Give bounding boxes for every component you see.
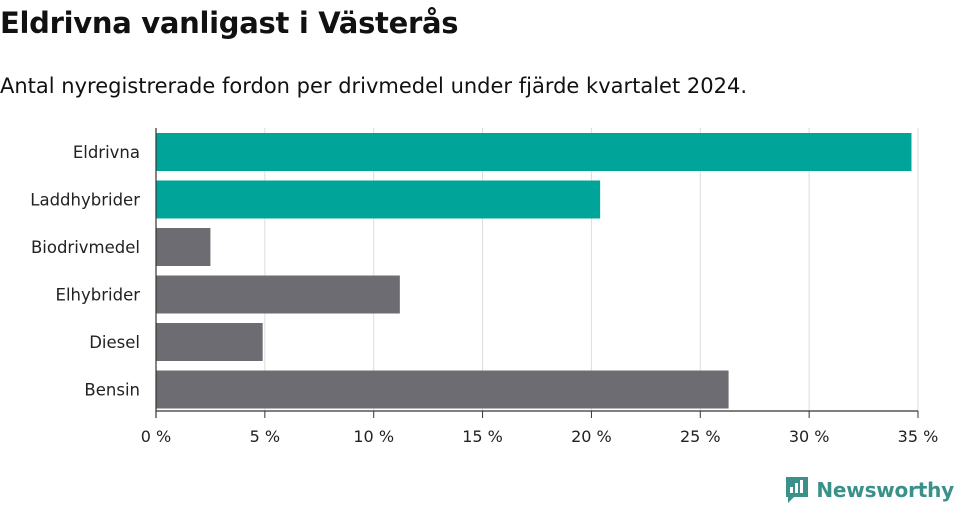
bar-diesel [156,323,263,361]
category-label: Biodrivmedel [31,238,140,257]
brand-logo: Newsworthy [784,475,954,505]
x-tick-label: 25 % [680,427,721,446]
x-axis: 0 % 5 % 10 % 15 % 20 % 25 % 30 % 35 % [141,128,939,446]
newsworthy-logo-icon [786,477,809,503]
gridlines [264,128,919,411]
category-label: Laddhybrider [30,191,140,210]
x-tick-label: 20 % [571,427,612,446]
category-label: Elhybrider [56,286,141,305]
bar-biodrivmedel [156,228,211,266]
bar-bensin [156,370,729,409]
category-label: Eldrivna [73,143,140,162]
category-label: Diesel [89,333,140,352]
bar-laddhybrider [156,180,601,219]
x-tick-label: 15 % [462,427,503,446]
brand-name: Newsworthy [816,478,954,502]
bars [156,133,912,409]
category-labels: Eldrivna Laddhybrider Biodrivmedel Elhybrid… [30,143,140,400]
x-tick-label: 30 % [789,427,830,446]
category-label: Bensin [84,381,140,400]
chart-subtitle: Antal nyregistrerade fordon per drivmede… [0,74,748,98]
x-tick-label: 35 % [898,427,939,446]
chart-title: Eldrivna vanligast i Västerås [0,6,459,40]
bar-eldrivna [156,133,912,171]
bar-elhybrider [156,275,400,314]
x-tick-label: 0 % [141,427,171,446]
x-tick-label: 10 % [353,427,394,446]
x-tick-label: 5 % [250,427,280,446]
